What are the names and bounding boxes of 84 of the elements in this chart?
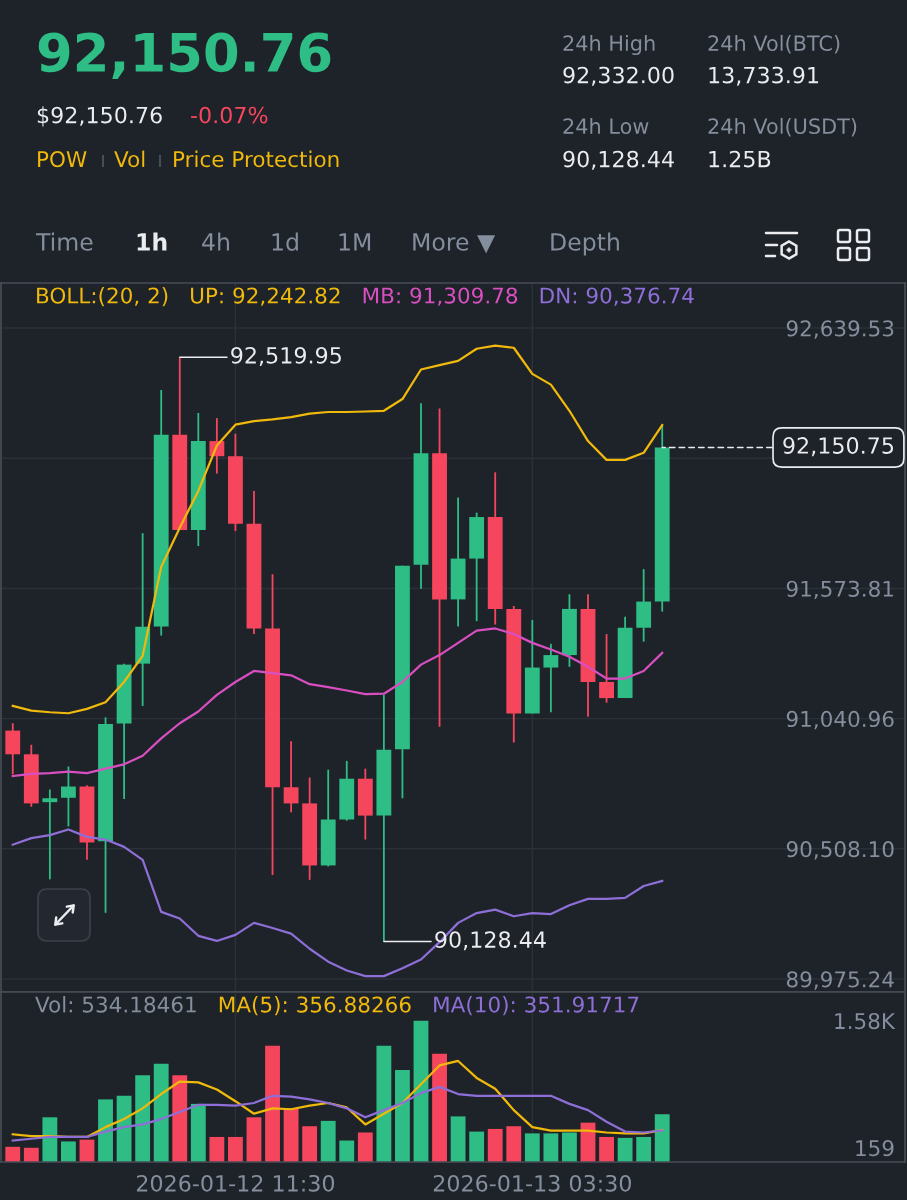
text: Time (35, 232, 93, 251)
candlestick (599, 633, 614, 704)
y-tick-label: 91,573.81 (786, 580, 894, 600)
legend-title: BOLL:(20, 2) (37, 287, 168, 307)
text: $92,150.76 (37, 106, 162, 127)
bar (469, 1131, 485, 1162)
bar (98, 1099, 113, 1162)
bar (320, 1120, 336, 1162)
candlestick (543, 642, 559, 714)
line-series (11, 627, 664, 778)
bar (506, 1126, 522, 1162)
text: 1.25B (709, 150, 771, 168)
bar (357, 1132, 373, 1162)
text: Depth (551, 232, 619, 256)
bar (209, 1136, 225, 1162)
y-tick-label: 1.58K (835, 1012, 896, 1030)
bar (617, 1137, 633, 1162)
text: 24h High (563, 34, 655, 56)
line-series (11, 1059, 664, 1139)
line-series (11, 1085, 664, 1142)
line-series (11, 344, 664, 715)
x-tick-label: 2026-01-13 03:30 (433, 1174, 631, 1192)
bar (61, 1141, 76, 1162)
text: 24h Vol(USDT) (708, 117, 857, 137)
bar (246, 1117, 262, 1162)
bar (172, 1075, 188, 1162)
text: 4h (202, 232, 229, 251)
text: -0.07% (191, 106, 268, 124)
bar (524, 1133, 540, 1162)
y-tick-label: 90,508.10 (786, 841, 894, 860)
bar (432, 1053, 447, 1162)
bar (654, 1114, 670, 1162)
text: 24h Low (563, 117, 649, 135)
bar (265, 1045, 280, 1162)
text: 1M (339, 233, 371, 251)
text: MB: 91,309.78 (363, 287, 518, 306)
y-tick-label: 92,639.53 (786, 320, 894, 339)
text: DN: 90,376.74 (540, 287, 694, 306)
bar (543, 1133, 559, 1162)
bar (135, 1075, 151, 1162)
bar (450, 1116, 466, 1162)
y-tick-label: 89,975.24 (786, 971, 894, 990)
bar (5, 1146, 21, 1162)
bar (283, 1108, 299, 1162)
annotation: 92,519.95 (231, 346, 341, 366)
text: More ▼ (413, 233, 496, 254)
text: 90,128.44 (563, 150, 674, 170)
bar (487, 1128, 503, 1162)
candlestick (42, 788, 58, 881)
bar (413, 1020, 429, 1162)
candlestick (5, 722, 21, 776)
y-tick-label: 91,040.96 (786, 710, 894, 730)
bar (599, 1136, 614, 1162)
text: 1h (137, 232, 167, 251)
bar (339, 1140, 355, 1162)
bar (376, 1045, 392, 1162)
text: POW (38, 150, 87, 168)
line-series (11, 828, 664, 978)
text: 92,332.00 (563, 66, 674, 86)
text: 13,733.91 (709, 66, 819, 86)
bar (153, 1063, 169, 1162)
bar (228, 1136, 243, 1162)
text: 1d (272, 232, 298, 251)
text: Price Protection (174, 150, 339, 168)
bar (116, 1095, 132, 1162)
bar (23, 1147, 39, 1162)
y-tick-label: 159 (856, 1139, 894, 1157)
candlestick (61, 765, 76, 828)
bar (302, 1126, 318, 1162)
text: 24h Vol(BTC) (708, 34, 840, 54)
text: 92,150.76 (38, 32, 331, 80)
text: MA(5): 356.88266 (219, 996, 411, 1016)
bar (636, 1136, 652, 1162)
text: UP: 92,242.82 (191, 287, 340, 306)
annotation: 92,150.75 (783, 437, 894, 457)
bar (395, 1069, 410, 1162)
candlestick (283, 740, 299, 814)
legend-title: Vol: 534.18461 (35, 996, 196, 1013)
bar (190, 1103, 206, 1162)
text: MA(10): 351.91717 (434, 996, 639, 1016)
bar (42, 1117, 58, 1162)
x-tick-label: 2026-01-12 11:30 (136, 1174, 335, 1192)
bar (562, 1132, 577, 1162)
text: Vol (114, 150, 145, 168)
